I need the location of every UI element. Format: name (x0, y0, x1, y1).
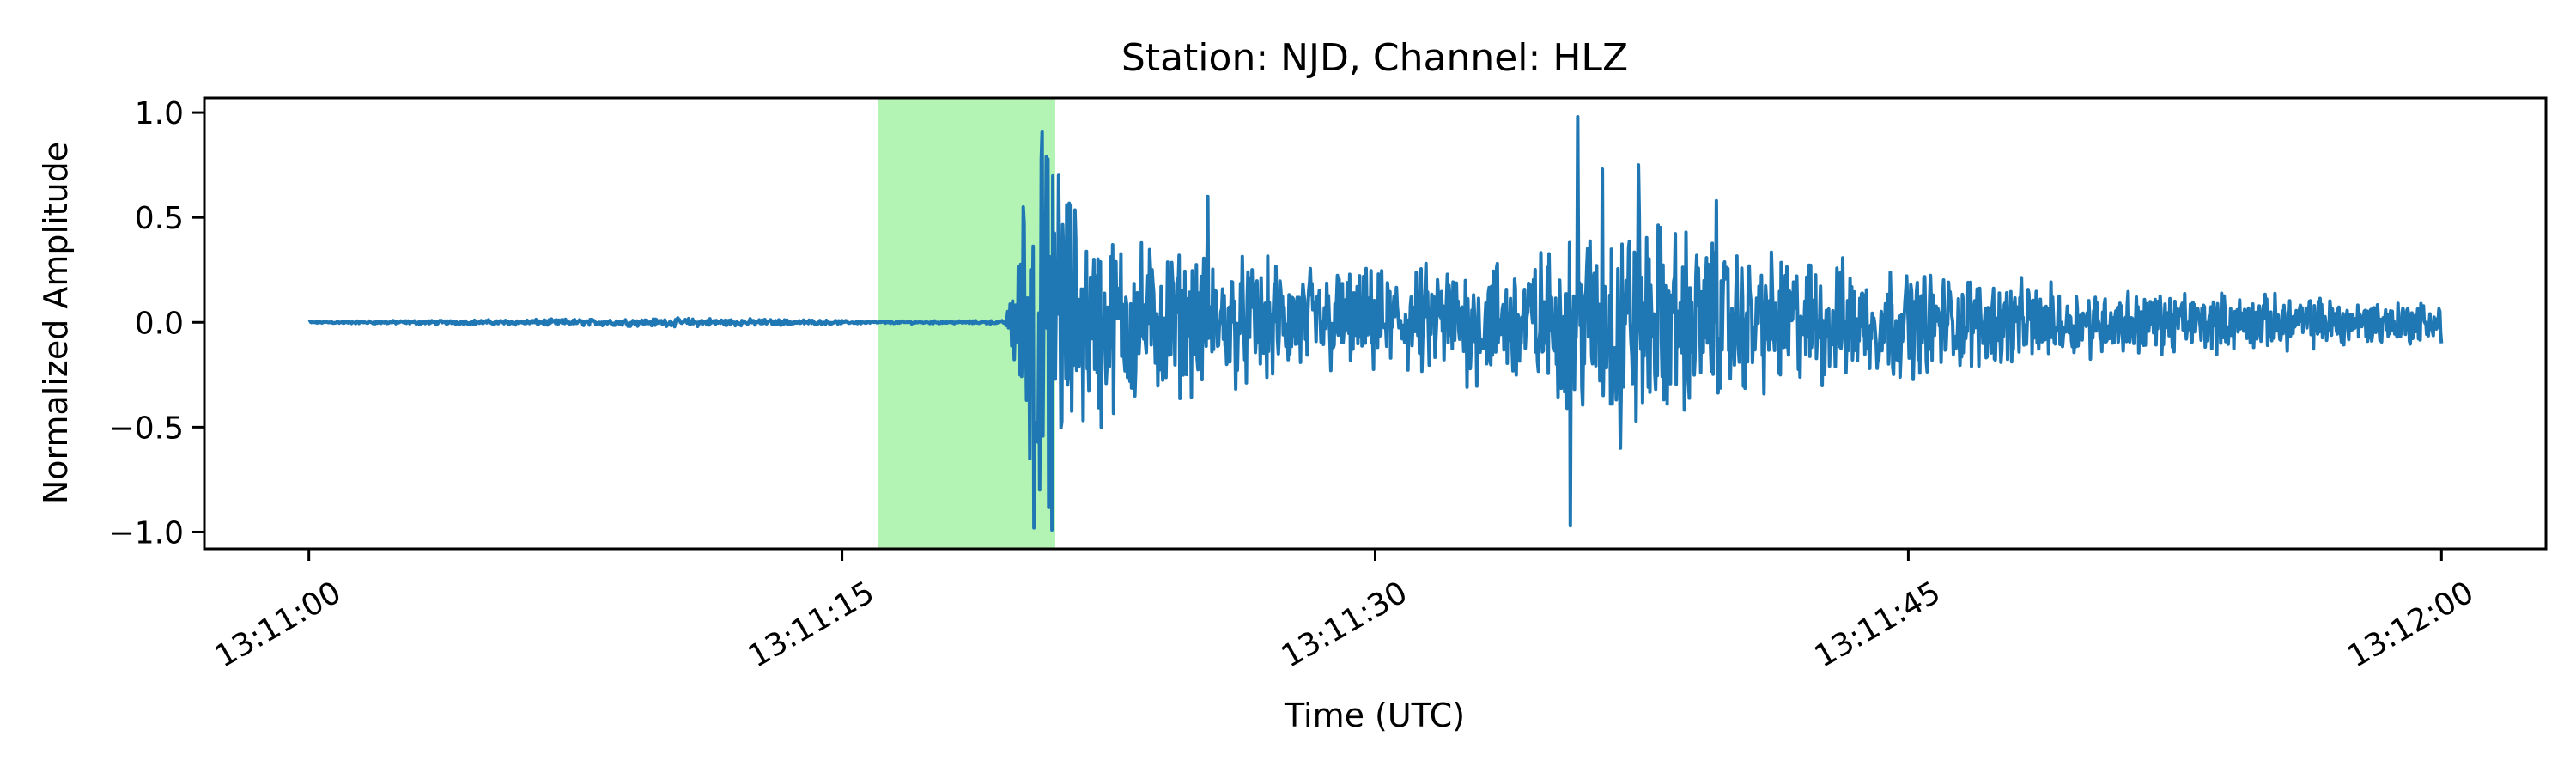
y-tick-label: 0.5 (135, 201, 184, 236)
y-tick-label: 0.0 (135, 306, 184, 341)
chart-title: Station: NJD, Channel: HLZ (1121, 36, 1628, 80)
y-axis-label: Normalized Amplitude (37, 142, 75, 504)
waveform-trace (307, 115, 2444, 532)
y-axis-ticks: 1.0 0.5 0.0 −0.5 −1.0 (109, 96, 204, 551)
y-tick-label: 1.0 (135, 96, 184, 131)
y-tick-label: −1.0 (109, 515, 184, 551)
plot-area (307, 98, 2444, 549)
x-axis-label: Time (UTC) (1284, 697, 1465, 734)
y-tick-label: −0.5 (109, 411, 184, 446)
